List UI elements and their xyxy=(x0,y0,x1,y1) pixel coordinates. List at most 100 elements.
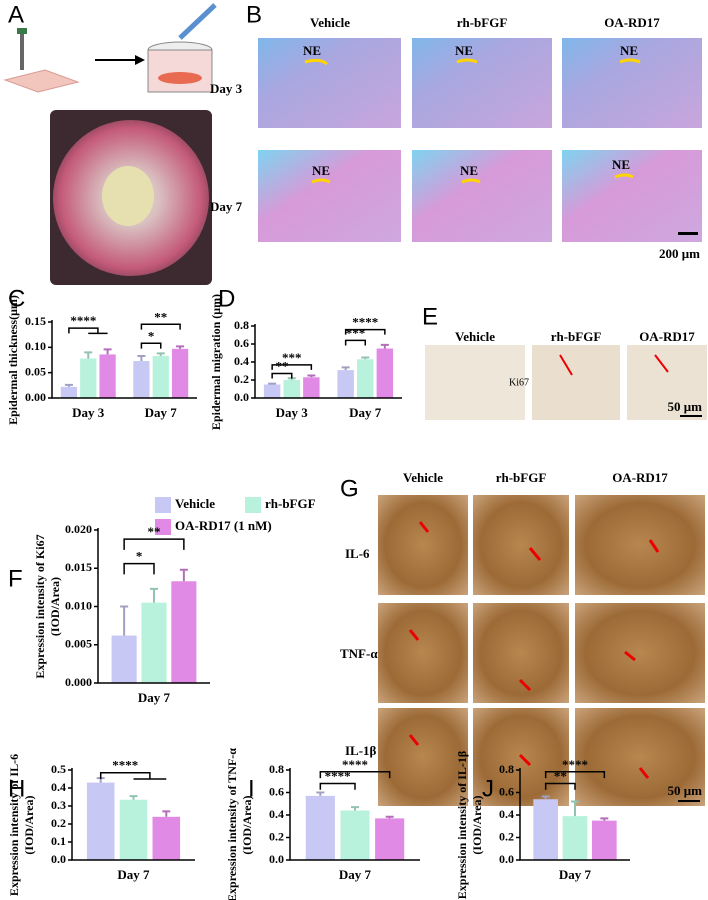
error-bar xyxy=(385,815,394,819)
histology-grid xyxy=(258,38,702,242)
x-tick-label: Day 3 xyxy=(72,405,105,420)
ne-label: NE xyxy=(303,43,321,58)
error-bar xyxy=(162,810,171,817)
legend-swatch xyxy=(155,497,171,513)
legend-label: rh-bFGF xyxy=(265,496,316,511)
column-label: rh-bFGF xyxy=(496,470,547,485)
row-label: TNF-α xyxy=(340,646,378,661)
y-tick-label: 0.10 xyxy=(25,339,46,353)
error-bar xyxy=(137,354,146,362)
panel-letter: A xyxy=(8,1,24,28)
error-bar xyxy=(156,352,165,356)
bar xyxy=(133,361,150,398)
scale-bar-label: 50 μm xyxy=(668,783,703,798)
column-label: rh-bFGF xyxy=(457,15,508,30)
error-bar xyxy=(103,348,112,355)
bar xyxy=(171,581,197,683)
bar xyxy=(562,816,588,860)
panel-letter: J xyxy=(482,775,494,802)
y-tick-label: 0.15 xyxy=(25,314,46,328)
legend-label: Vehicle xyxy=(175,496,215,511)
bar xyxy=(119,799,148,860)
ne-label: NE xyxy=(455,43,473,58)
column-label: Vehicle xyxy=(403,470,443,485)
bar xyxy=(141,602,167,683)
significance-label: * xyxy=(136,549,143,564)
bar xyxy=(305,795,335,860)
bar xyxy=(80,358,97,398)
panel-letter: B xyxy=(246,1,262,28)
ne-label: NE xyxy=(312,163,330,178)
bar xyxy=(99,354,116,398)
scale-bar-label: 200 μm xyxy=(659,246,700,261)
significance-bracket xyxy=(344,339,366,346)
significance-bracket xyxy=(123,538,185,550)
x-tick-label: Day 7 xyxy=(339,867,372,882)
y-tick-label: 0.2 xyxy=(234,372,249,386)
y-axis-label: Expression intensity of IL-6 xyxy=(7,754,21,896)
significance-bracket xyxy=(271,364,313,370)
panel-letter: E xyxy=(422,303,438,330)
y-tick-label: 0.2 xyxy=(269,829,284,843)
column-label: Vehicle xyxy=(455,329,495,344)
y-tick-label: 0.6 xyxy=(234,336,249,350)
scale-bar-label: 50 μm xyxy=(668,399,703,414)
error-bar xyxy=(176,345,185,349)
y-tick-label: 0.1 xyxy=(51,834,66,848)
y-tick-label: 0.0 xyxy=(51,852,66,866)
y-tick-label: 0.0 xyxy=(269,852,284,866)
y-axis-label: (IOD/Area) xyxy=(240,795,254,854)
y-axis-label: Epidermal migration (μm) xyxy=(209,294,223,430)
column-label: rh-bFGF xyxy=(551,329,602,344)
error-bar xyxy=(380,343,389,349)
error-bar xyxy=(361,356,370,360)
y-axis-label: (IOD/Area) xyxy=(22,795,36,854)
significance-label: *** xyxy=(282,350,302,365)
y-tick-label: 0.4 xyxy=(499,807,514,821)
axis xyxy=(51,320,197,399)
error-bar xyxy=(541,795,550,800)
legend-swatch xyxy=(245,497,261,513)
y-tick-label: 0.0 xyxy=(499,852,514,866)
y-tick-label: 0.5 xyxy=(51,762,66,776)
significance-bracket xyxy=(68,327,108,335)
legend-label: OA-RD17 (1 nM) xyxy=(175,518,272,533)
y-axis-label: (IOD/Area) xyxy=(470,795,484,854)
significance-bracket xyxy=(544,782,576,790)
bar xyxy=(111,635,137,683)
bar xyxy=(357,359,374,398)
bar xyxy=(592,820,617,860)
significance-label: ** xyxy=(148,524,161,539)
y-axis-label: Epidermal thickness(μm) xyxy=(6,295,20,425)
y-tick-label: 0.0 xyxy=(234,390,249,404)
significance-label: **** xyxy=(112,758,138,773)
panel-letter: I xyxy=(248,775,255,802)
row-label: IL-1β xyxy=(345,743,377,758)
y-tick-label: 0.4 xyxy=(269,807,284,821)
bar xyxy=(86,782,115,860)
error-bar xyxy=(64,383,73,387)
x-tick-label: Day 7 xyxy=(349,405,382,420)
error-bar xyxy=(179,568,188,582)
column-label: OA-RD17 xyxy=(639,329,695,344)
ki67-images xyxy=(425,345,707,420)
significance-label: ** xyxy=(154,309,167,324)
bar xyxy=(337,370,354,398)
bar xyxy=(303,377,320,398)
panel-letter: F xyxy=(8,565,23,592)
significance-label: **** xyxy=(352,315,378,330)
significance-label: **** xyxy=(342,757,368,772)
row-label: Ki67 xyxy=(509,377,529,388)
bar xyxy=(171,348,189,398)
y-tick-label: 0.000 xyxy=(65,675,92,689)
ne-label: NE xyxy=(620,43,638,58)
significance-label: ** xyxy=(275,359,288,374)
row-label: Day 3 xyxy=(210,81,243,96)
error-bar xyxy=(316,791,325,796)
significance-label: * xyxy=(148,328,155,343)
ne-label: NE xyxy=(460,163,478,178)
panel-letter: H xyxy=(8,775,25,802)
significance-label: **** xyxy=(562,757,588,772)
y-tick-label: 0.4 xyxy=(51,780,66,794)
y-tick-label: 0.015 xyxy=(65,560,92,574)
